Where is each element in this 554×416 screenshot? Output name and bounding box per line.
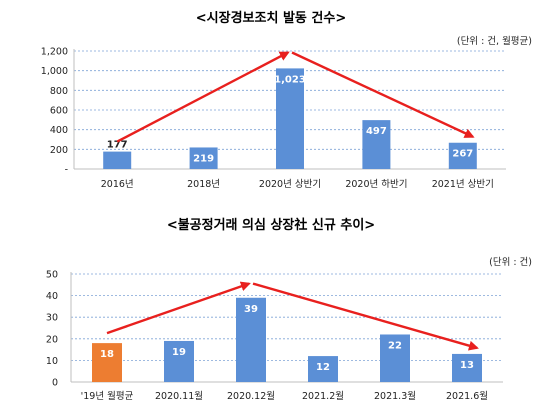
chart-1-data-label: 1,023	[274, 74, 306, 85]
chart-2-y-tick-label: 10	[46, 356, 58, 367]
chart-1-bar	[189, 147, 218, 169]
chart-2-bar	[308, 356, 338, 382]
chart-1-bar	[448, 142, 477, 169]
chart-2-data-label: 13	[460, 360, 474, 371]
chart-2-data-label: 39	[244, 304, 258, 315]
chart-2-data-label: 18	[100, 349, 114, 360]
chart-1-data-label: 267	[452, 149, 473, 160]
chart-2-x-tick-label: 2021.2월	[302, 390, 344, 402]
chart-1-data-label: 219	[193, 153, 214, 164]
chart-1-x-tick-label: 2020년 상반기	[259, 179, 321, 190]
chart-2-y-tick-label: 0	[52, 378, 58, 389]
chart-2-trend-arrow-up	[106, 281, 251, 335]
chart-2-x-tick-label: '19년 월평균	[81, 390, 134, 402]
chart-2-bar	[380, 334, 410, 382]
chart-2-bar	[164, 340, 194, 382]
chart-1-y-tick-label: 400	[50, 125, 68, 136]
chart-1-trend-arrow-up	[116, 51, 290, 143]
chart-2-x-tick-label: 2021.3월	[374, 390, 416, 402]
chart-1-y-tick-label: 600	[50, 106, 68, 117]
chart-2-x-tick-label: 2020.12월	[227, 390, 275, 402]
chart-2-unit-label: (단위 : 건)	[489, 256, 532, 268]
chart-2-data-label: 12	[316, 362, 330, 373]
chart-2-data-label: 19	[172, 347, 186, 358]
chart-1-x-tick-label: 2020년 하반기	[345, 178, 407, 190]
chart-2-y-tick-label: 50	[46, 270, 58, 281]
chart-2-bar	[452, 353, 482, 382]
chart-1-bar	[362, 120, 391, 169]
chart-1-y-tick-label: -	[65, 165, 68, 176]
chart-1-unit-label: (단위 : 건, 월평균)	[457, 35, 532, 47]
chart-1-y-tick-label: 800	[50, 86, 68, 97]
chart-1-data-label: 177	[107, 140, 128, 151]
chart-1-trend-arrow-down	[291, 51, 475, 138]
chart-2-x-tick-label: 2020.11월	[155, 390, 203, 402]
chart-2-y-tick-label: 20	[46, 334, 58, 345]
chart-2-bar	[92, 343, 122, 382]
chart-2-y-tick-label: 40	[46, 291, 58, 302]
chart-1-bar	[103, 151, 132, 169]
chart-1-y-tick-label: 1,200	[41, 47, 68, 58]
chart-2-y-tick-label: 30	[46, 313, 58, 324]
chart-1-data-label: 497	[366, 126, 387, 137]
chart-2-trend-arrow-down	[252, 282, 479, 351]
chart-1-y-tick-label: 1,000	[41, 66, 68, 77]
chart-1-x-tick-label: 2016년	[101, 179, 134, 190]
chart-1-x-tick-label: 2018년	[187, 179, 220, 190]
chart-1-bar	[276, 68, 304, 169]
chart-1-x-tick-label: 2021년 상반기	[432, 179, 494, 190]
chart-2-data-label: 22	[388, 340, 402, 351]
chart-2-x-tick-label: 2021.6월	[446, 390, 488, 402]
chart-2-title: <불공정거래 의심 상장社 신규 추이>	[167, 217, 375, 233]
chart-2-bar	[236, 297, 266, 382]
chart-1-title: <시장경보조치 발동 건수>	[196, 10, 346, 26]
chart-1-y-tick-label: 200	[50, 145, 68, 156]
